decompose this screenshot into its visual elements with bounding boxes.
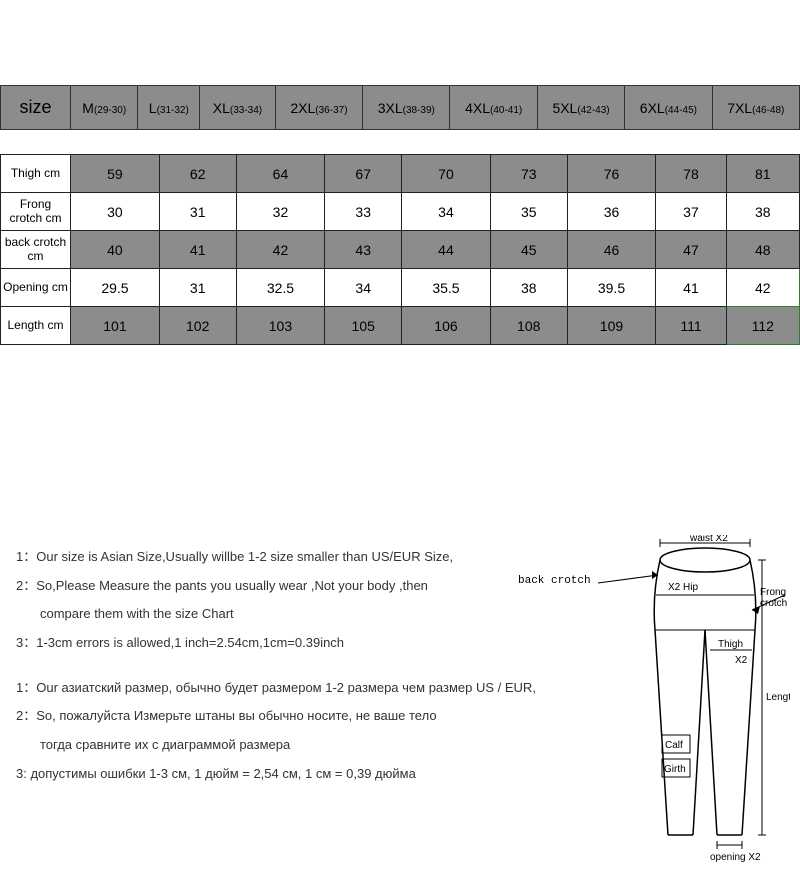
data-cell: 37 [656, 193, 726, 231]
data-cell: 32.5 [236, 269, 325, 307]
data-cell: 109 [567, 307, 656, 345]
size-col-m: M(29-30) [71, 86, 138, 130]
data-cell: 34 [325, 269, 402, 307]
row-label: Opening cm [1, 269, 71, 307]
note-en-2b: compare them with the size Chart [16, 602, 586, 627]
data-cell: 112 [726, 307, 799, 345]
size-col-3xl: 3XL(38-39) [363, 86, 450, 130]
note-en-1: 1：Our size is Asian Size,Usually willbe … [16, 545, 586, 570]
note-ru-3: 3: допустимы ошибки 1-3 см, 1 дюйм = 2,5… [16, 762, 586, 787]
data-cell: 67 [325, 155, 402, 193]
data-cell: 46 [567, 231, 656, 269]
data-cell: 76 [567, 155, 656, 193]
row-label: Thigh cm [1, 155, 71, 193]
svg-text:Length: Length [766, 692, 790, 703]
data-cell: 102 [159, 307, 236, 345]
size-col-4xl: 4XL(40-41) [450, 86, 537, 130]
data-cell: 70 [402, 155, 491, 193]
data-cell: 30 [71, 193, 160, 231]
data-cell: 38 [726, 193, 799, 231]
size-col-5xl: 5XL(42-43) [537, 86, 624, 130]
data-cell: 81 [726, 155, 799, 193]
size-header-table: size M(29-30) L(31-32) XL(33-34) 2XL(36-… [0, 85, 800, 130]
data-cell: 40 [71, 231, 160, 269]
data-cell: 41 [656, 269, 726, 307]
svg-text:X2 Hip: X2 Hip [668, 582, 698, 593]
measurement-table: Thigh cm596264677073767881 Frong crotch c… [0, 154, 800, 345]
data-cell: 36 [567, 193, 656, 231]
data-cell: 35.5 [402, 269, 491, 307]
row-label: back crotch cm [1, 231, 71, 269]
data-cell: 103 [236, 307, 325, 345]
notes-section: 1：Our size is Asian Size,Usually willbe … [16, 545, 586, 791]
note-en-3: 3：1-3cm errors is allowed,1 inch=2.54cm,… [16, 631, 586, 656]
data-cell: 73 [490, 155, 567, 193]
row-label: Frong crotch cm [1, 193, 71, 231]
size-col-7xl: 7XL(46-48) [712, 86, 799, 130]
row-label: Length cm [1, 307, 71, 345]
note-en-2: 2：So,Please Measure the pants you usuall… [16, 574, 586, 599]
data-cell: 33 [325, 193, 402, 231]
svg-text:opening X2: opening X2 [710, 852, 761, 863]
svg-text:waist X2: waist X2 [689, 535, 728, 544]
data-cell: 64 [236, 155, 325, 193]
data-cell: 59 [71, 155, 160, 193]
data-cell: 111 [656, 307, 726, 345]
data-cell: 105 [325, 307, 402, 345]
size-header-label: size [1, 86, 71, 130]
data-cell: 48 [726, 231, 799, 269]
data-cell: 101 [71, 307, 160, 345]
diagram-front-crotch-label: Frong crotch [760, 587, 800, 609]
data-cell: 31 [159, 269, 236, 307]
diagram-back-crotch-label: back crotch [518, 575, 591, 587]
data-cell: 31 [159, 193, 236, 231]
svg-text:Girth: Girth [664, 764, 686, 775]
data-cell: 29.5 [71, 269, 160, 307]
pants-diagram: waist X2 [590, 535, 790, 865]
size-col-6xl: 6XL(44-45) [625, 86, 712, 130]
data-cell: 45 [490, 231, 567, 269]
data-cell: 47 [656, 231, 726, 269]
data-cell: 32 [236, 193, 325, 231]
data-cell: 78 [656, 155, 726, 193]
data-cell: 34 [402, 193, 491, 231]
data-cell: 41 [159, 231, 236, 269]
svg-text:Calf: Calf [665, 740, 683, 751]
svg-text:X2: X2 [735, 655, 748, 666]
svg-text:Thigh: Thigh [718, 639, 743, 650]
data-cell: 42 [726, 269, 799, 307]
note-ru-2: 2：So, пожалуйста Измерьте штаны вы обычн… [16, 704, 586, 729]
size-col-l: L(31-32) [138, 86, 200, 130]
size-col-xl: XL(33-34) [200, 86, 276, 130]
note-ru-2b: тогда сравните их с диаграммой размера [16, 733, 586, 758]
data-cell: 106 [402, 307, 491, 345]
data-cell: 43 [325, 231, 402, 269]
note-ru-1: 1：Our азиатский размер, обычно будет раз… [16, 676, 586, 701]
data-cell: 38 [490, 269, 567, 307]
data-cell: 35 [490, 193, 567, 231]
data-cell: 62 [159, 155, 236, 193]
size-col-2xl: 2XL(36-37) [275, 86, 362, 130]
data-cell: 44 [402, 231, 491, 269]
data-cell: 42 [236, 231, 325, 269]
data-cell: 39.5 [567, 269, 656, 307]
data-cell: 108 [490, 307, 567, 345]
